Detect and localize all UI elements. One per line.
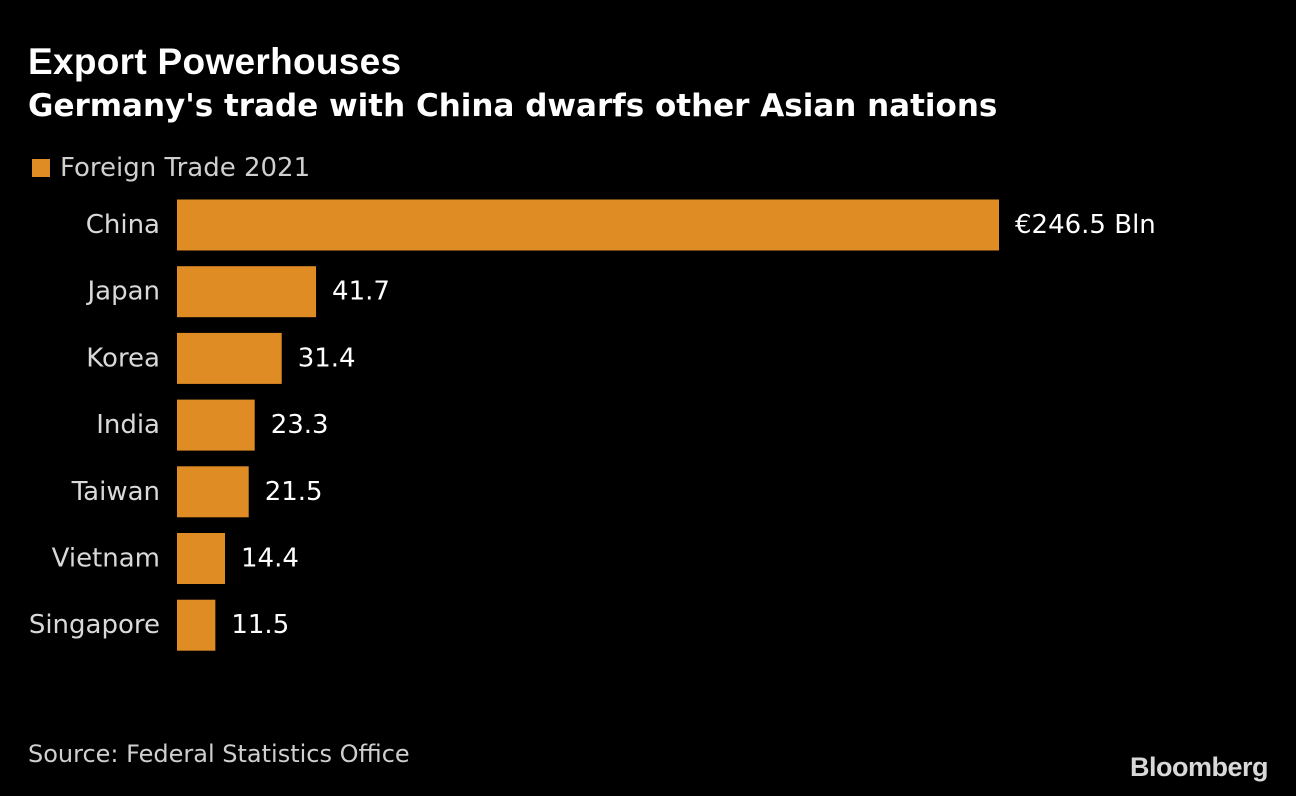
value-label-korea: 31.4 — [298, 343, 356, 373]
category-label-taiwan: Taiwan — [71, 477, 160, 507]
bar-singapore — [177, 599, 216, 651]
chart-subtitle: Germany's trade with China dwarfs other … — [28, 88, 998, 124]
category-label-india: India — [96, 410, 160, 440]
legend-label: Foreign Trade 2021 — [60, 153, 311, 183]
bar-chart: China €246.5 Bln Japan 41.7 Korea 31.4 India 23… — [29, 199, 1156, 651]
category-label-vietnam: Vietnam — [52, 544, 160, 574]
bloomberg-logo: Bloomberg — [1129, 752, 1269, 782]
value-label-taiwan: 21.5 — [265, 477, 323, 507]
value-label-singapore: 11.5 — [231, 610, 289, 640]
legend-swatch — [32, 159, 50, 177]
category-label-japan: Japan — [85, 277, 160, 307]
category-label-korea: Korea — [86, 343, 160, 373]
bar-india — [177, 399, 255, 451]
category-label-singapore: Singapore — [29, 610, 160, 640]
value-label-japan: 41.7 — [332, 277, 390, 307]
bar-japan — [177, 266, 317, 318]
bar-taiwan — [177, 466, 249, 518]
category-label-china: China — [86, 210, 160, 240]
value-label-vietnam: 14.4 — [241, 544, 299, 574]
bar-vietnam — [177, 533, 226, 584]
value-label-india: 23.3 — [271, 410, 329, 440]
legend: Foreign Trade 2021 — [32, 150, 310, 186]
value-label-china: €246.5 Bln — [1015, 210, 1156, 240]
bar-china — [177, 199, 999, 251]
bar-korea — [177, 332, 282, 384]
chart-title: Export Powerhouses — [28, 41, 402, 82]
source-note: Source: Federal Statistics Office — [28, 740, 410, 768]
